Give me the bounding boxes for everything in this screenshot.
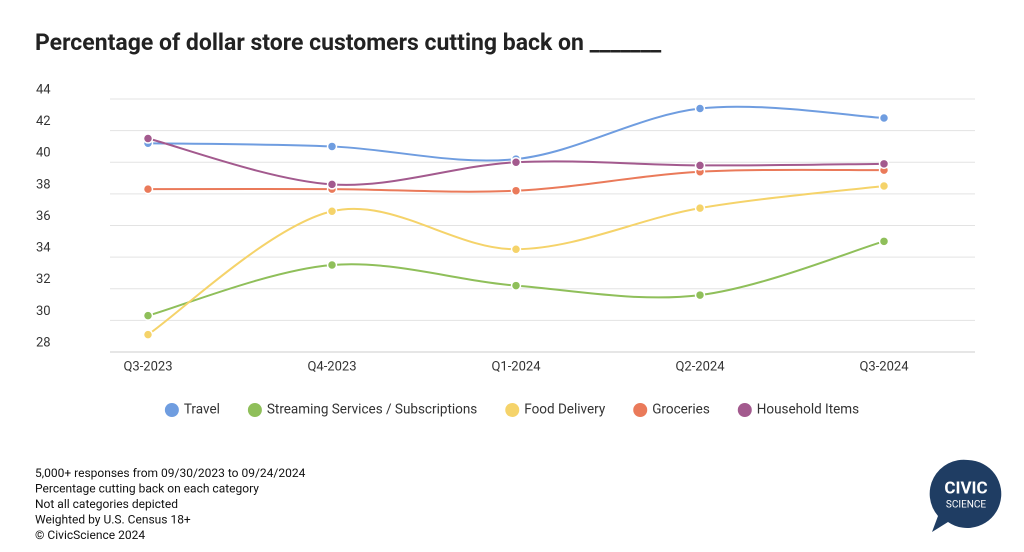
point [878,158,890,170]
legend-label: Groceries [652,402,710,418]
legend-marker [505,403,520,417]
x-tick-label: Q1-2024 [491,359,541,374]
point [142,183,154,195]
y-tick-label: 38 [36,177,51,192]
point [878,112,890,124]
logo-text: CIVIC [944,478,987,498]
chart-title: Percentage of dollar store customers cut… [35,29,662,56]
logo: CIVIC SCIENCE [929,459,1002,532]
x-tick-label: Q2-2024 [675,359,725,374]
legend-marker [633,403,648,417]
line [147,105,885,162]
point [510,280,522,291]
legend-marker [247,403,262,417]
point [694,202,706,214]
point [510,185,522,196]
footnote: Weighted by U.S. Census 18+ [35,513,191,527]
y-tick-label: 32 [36,272,51,287]
point [326,259,338,271]
x-tick-label: Q3-2024 [859,359,909,374]
point [878,180,890,192]
point [326,179,338,190]
y-tick-label: 28 [36,335,51,350]
footnote: 5,000+ responses from 09/30/2023 to 09/2… [35,466,306,480]
point [694,289,706,301]
y-tick-label: 44 [36,82,51,97]
point [694,160,706,171]
legend-label: Streaming Services / Subscriptions [267,402,477,418]
point [510,243,522,255]
point [142,310,154,321]
legend-marker [737,403,752,417]
y-tick-label: 42 [36,114,51,129]
line [147,184,885,336]
point [878,236,890,247]
y-tick-label: 40 [36,146,51,161]
logo-text: SCIENCE [946,500,986,511]
x-tick-label: Q4-2023 [307,359,356,374]
point [326,206,338,217]
point [326,141,338,152]
legend-marker [164,403,179,417]
footnote: Percentage cutting back on each category [35,482,259,496]
y-tick-label: 30 [36,304,51,319]
point [142,133,154,144]
legend-label: Food Delivery [524,402,606,418]
point [142,329,154,340]
footnote: © CivicScience 2024 [35,528,145,542]
legend-label: Travel [184,402,220,418]
point [694,103,706,114]
logo-bubble [929,459,1002,532]
legend-label: Household Items [757,402,859,418]
point [510,157,522,168]
y-tick-label: 36 [36,209,51,224]
x-tick-label: Q3-2023 [123,359,172,374]
y-tick-label: 34 [36,241,51,256]
footnote: Not all categories depicted [35,497,178,511]
